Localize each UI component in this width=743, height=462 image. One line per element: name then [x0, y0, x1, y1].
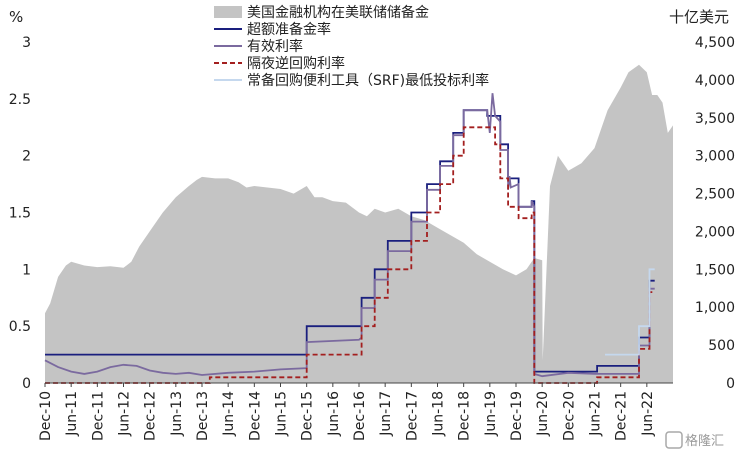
right-tick-label: 4,500	[695, 35, 735, 51]
x-tick-label: Dec-14	[247, 391, 263, 441]
x-tick-label: Jun-15	[274, 391, 290, 437]
legend-item: 常备回购便利工具（SRF)最低投标利率	[214, 72, 489, 89]
left-axis-unit: %	[9, 8, 23, 26]
x-tick-label: Jun-20	[535, 391, 551, 437]
x-tick-label: Jun-12	[117, 391, 133, 437]
legend-item: 有效利率	[214, 38, 303, 55]
legend-label: 常备回购便利工具（SRF)最低投标利率	[247, 72, 489, 89]
x-tick-label: Dec-16	[352, 391, 368, 441]
series-area-reserves	[45, 64, 673, 383]
legend-label: 超额准备金率	[247, 21, 331, 38]
plot-area	[44, 64, 673, 384]
left-tick-label: 2.5	[9, 92, 31, 108]
x-tick-label: Dec-13	[195, 391, 211, 441]
series-line-2	[44, 93, 655, 378]
left-tick-label: 1.5	[9, 206, 31, 222]
series-line-3	[45, 126, 655, 384]
right-axis-unit: 十亿美元	[669, 8, 729, 26]
right-tick-label: 1,000	[695, 300, 735, 316]
watermark-logo-icon	[665, 431, 683, 449]
right-tick-label: 4,000	[695, 73, 735, 89]
x-tick-label: Jun-22	[640, 391, 656, 437]
x-tick-label: Dec-15	[300, 391, 316, 441]
legend-item: 美国金融机构在美联储储备金	[214, 4, 429, 21]
x-tick-label: Dec-18	[457, 391, 473, 441]
legend-label: 美国金融机构在美联储储备金	[247, 4, 429, 21]
x-tick-label: Jun-14	[221, 391, 237, 437]
legend-item: 超额准备金率	[214, 21, 331, 38]
left-tick-label: 2	[22, 149, 31, 165]
legend-item: 隔夜逆回购利率	[214, 55, 345, 72]
x-tick-label: Dec-12	[143, 391, 159, 441]
legend: 美国金融机构在美联储储备金超额准备金率有效利率隔夜逆回购利率常备回购便利工具（S…	[214, 4, 489, 89]
x-axis: Dec-10 Jun-11 Dec-11 Jun-12 Dec-12 Jun-13 Dec-…	[38, 382, 673, 441]
left-tick-label: 1	[22, 262, 31, 278]
series-line-4	[605, 268, 655, 356]
x-tick-label: Dec-10	[38, 391, 54, 441]
x-tick-label: Jun-11	[64, 391, 80, 437]
left-axis: % 0 0.5 1 1.5 2 2.5 3	[9, 8, 31, 392]
right-tick-label: 0	[726, 376, 735, 392]
x-tick-label: Dec-21	[614, 391, 630, 441]
left-tick-label: 3	[22, 35, 31, 51]
right-axis: 十亿美元 0 500 1,000 1,500 2,000 2,500 3,000 3,500 4…	[669, 8, 735, 392]
right-tick-label: 2,500	[695, 187, 735, 203]
x-tick-label: Dec-17	[404, 391, 420, 441]
x-tick-label: Jun-16	[326, 391, 342, 437]
right-tick-label: 3,000	[695, 149, 735, 165]
right-tick-label: 3,500	[695, 111, 735, 127]
x-tick-label: Jun-13	[169, 391, 185, 437]
x-tick-label: Dec-20	[561, 391, 577, 441]
right-tick-label: 1,500	[695, 262, 735, 278]
x-tick-label: Dec-19	[509, 391, 525, 441]
x-tick-label: Dec-11	[90, 391, 106, 441]
right-tick-label: 2,000	[695, 224, 735, 240]
x-tick-label: Jun-17	[378, 391, 394, 437]
legend-label: 有效利率	[247, 38, 303, 55]
x-tick-label: Jun-18	[431, 391, 447, 437]
watermark-text: 格隆汇	[685, 433, 724, 449]
left-tick-label: 0.5	[9, 319, 31, 335]
x-tick-label: Jun-21	[588, 391, 604, 437]
watermark: 格隆汇	[665, 431, 724, 449]
left-tick-label: 0	[22, 376, 31, 392]
legend-swatch	[214, 6, 242, 18]
x-tick-label: Jun-19	[483, 391, 499, 437]
legend-label: 隔夜逆回购利率	[247, 55, 345, 72]
right-tick-label: 500	[708, 338, 735, 354]
